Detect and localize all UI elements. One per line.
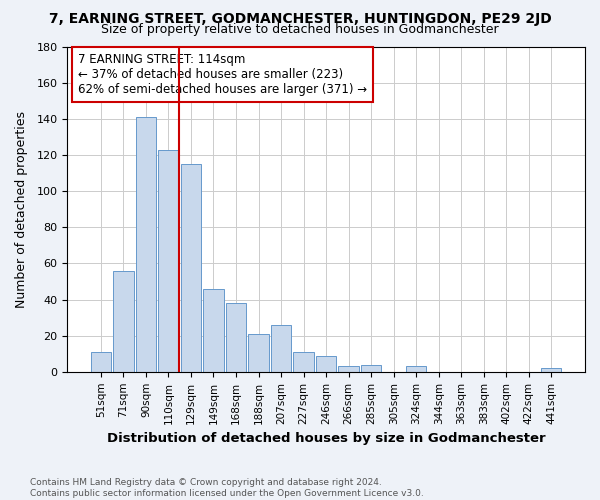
Bar xyxy=(271,325,291,372)
Bar xyxy=(136,117,156,372)
Bar xyxy=(293,352,314,372)
Bar xyxy=(158,150,179,372)
Text: 7 EARNING STREET: 114sqm
← 37% of detached houses are smaller (223)
62% of semi-: 7 EARNING STREET: 114sqm ← 37% of detach… xyxy=(77,53,367,96)
Text: Size of property relative to detached houses in Godmanchester: Size of property relative to detached ho… xyxy=(101,22,499,36)
Bar xyxy=(91,352,111,372)
Y-axis label: Number of detached properties: Number of detached properties xyxy=(15,110,28,308)
Bar xyxy=(248,334,269,372)
Bar xyxy=(316,356,336,372)
Bar xyxy=(541,368,562,372)
Bar xyxy=(113,270,134,372)
Text: Contains HM Land Registry data © Crown copyright and database right 2024.
Contai: Contains HM Land Registry data © Crown c… xyxy=(30,478,424,498)
X-axis label: Distribution of detached houses by size in Godmanchester: Distribution of detached houses by size … xyxy=(107,432,545,445)
Bar xyxy=(338,366,359,372)
Bar xyxy=(406,366,427,372)
Bar xyxy=(226,303,246,372)
Bar xyxy=(181,164,201,372)
Text: 7, EARNING STREET, GODMANCHESTER, HUNTINGDON, PE29 2JD: 7, EARNING STREET, GODMANCHESTER, HUNTIN… xyxy=(49,12,551,26)
Bar xyxy=(361,364,381,372)
Bar xyxy=(203,288,224,372)
